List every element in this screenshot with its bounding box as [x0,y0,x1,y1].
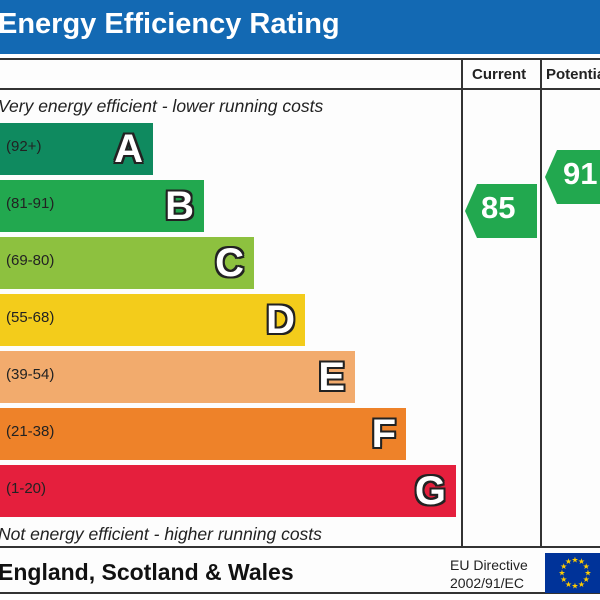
band-b-letter: B [165,184,194,228]
column-divider-potential [540,58,542,546]
eu-star-icon: ★ [558,569,565,578]
potential-rating-value: 91 [563,156,598,191]
band-f-letter: F [371,412,396,456]
band-c-letter: C [215,241,244,285]
region-label: England, Scotland & Wales [0,559,294,585]
eu-star-icon: ★ [565,580,572,589]
band-c: (69-80) C [0,237,254,289]
header-row-divider [0,88,600,90]
eu-star-icon: ★ [560,562,567,571]
band-a-letter: A [114,127,143,171]
eu-star-icon: ★ [565,557,572,566]
current-column-header: Current [472,66,527,83]
band-d-letter: D [266,298,295,342]
current-rating-value: 85 [481,190,516,225]
band-b-range: (81-91) [6,195,55,212]
directive-line-2: 2002/91/EC [450,575,524,591]
band-e-letter: E [318,355,345,399]
band-a-range: (92+) [6,138,42,155]
eu-star-icon: ★ [571,582,578,591]
band-c-range: (69-80) [6,252,55,269]
band-e: (39-54) E [0,351,355,403]
potential-rating-arrow: 91 [545,150,600,204]
band-e-range: (39-54) [6,366,55,383]
eu-star-icon: ★ [583,562,590,571]
current-rating-arrow: 85 [465,184,537,238]
band-b: (81-91) B [0,180,204,232]
eu-star-icon: ★ [571,556,578,565]
potential-column-header: Potential [546,66,600,83]
band-f-range: (21-38) [6,423,55,440]
top-note: Very energy efficient - lower running co… [0,96,324,116]
eu-flag-icon: ★ ★★★★★★★★★★★ [545,553,600,593]
band-g: (1-20) G [0,465,456,517]
footer-divider [0,546,600,548]
eu-star-icon: ★ [583,575,590,584]
band-d: (55-68) D [0,294,305,346]
directive-line-1: EU Directive [450,557,528,573]
header-bar: Energy Efficiency Rating [0,0,600,54]
band-d-range: (55-68) [6,309,55,326]
band-g-range: (1-20) [6,480,47,497]
current-arrow-shape [465,184,537,238]
band-a: (92+) A [0,123,153,175]
band-f: (21-38) F [0,408,406,460]
band-g-letter: G [414,469,446,513]
potential-arrow-shape [545,150,600,204]
eu-star-icon: ★ [578,580,585,589]
page-title: Energy Efficiency Rating [0,8,340,40]
column-divider-current [461,58,463,546]
bottom-note: Not energy efficient - higher running co… [0,524,322,544]
eu-star-icon: ★ [578,557,585,566]
eu-star-icon: ★ [560,575,567,584]
eu-star-icon: ★ [584,569,591,578]
